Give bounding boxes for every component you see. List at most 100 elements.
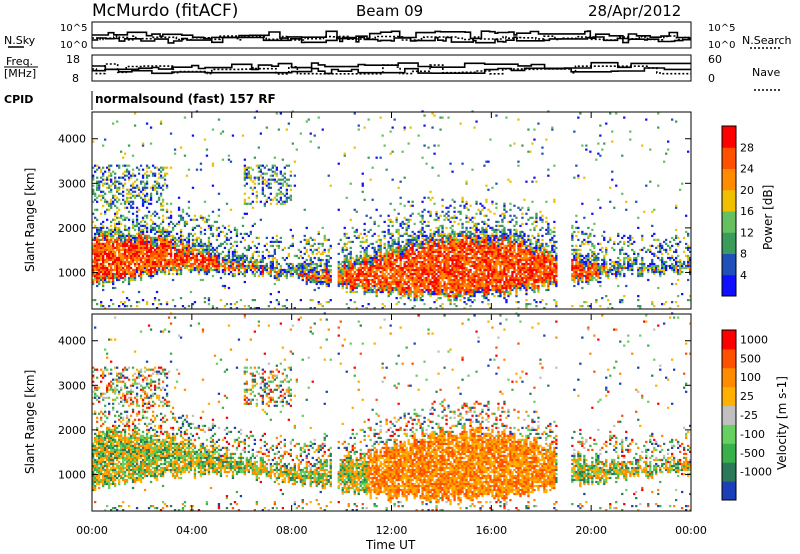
heatmap-cell: [217, 262, 221, 266]
heatmap-cell: [147, 254, 151, 257]
heatmap-cell: [485, 262, 488, 266]
heatmap-cell: [457, 290, 460, 294]
heatmap-cell: [491, 240, 494, 243]
heatmap-cell: [369, 288, 372, 292]
heatmap-cell: [125, 216, 129, 219]
heatmap-cell: [179, 214, 183, 217]
heatmap-cell: [123, 226, 127, 229]
heatmap-cell: [100, 230, 103, 233]
heatmap-cell: [459, 252, 462, 255]
heatmap-cell: [259, 132, 262, 135]
heatmap-cell: [497, 250, 500, 253]
heatmap-cell: [183, 244, 187, 247]
heatmap-cell: [161, 270, 165, 274]
heatmap-cell: [100, 198, 103, 201]
heatmap-cell: [499, 264, 502, 268]
heatmap-cell: [123, 228, 127, 231]
heatmap-cell: [385, 256, 388, 260]
heatmap-cell: [315, 272, 318, 276]
heatmap-cell: [477, 274, 480, 278]
heatmap-cell: [469, 248, 472, 251]
heatmap-cell: [325, 260, 328, 264]
heatmap-cell: [116, 226, 119, 229]
heatmap-cell: [487, 160, 490, 163]
heatmap-cell: [315, 280, 318, 284]
heatmap-cell: [413, 232, 416, 235]
heatmap-cell: [122, 246, 125, 249]
heatmap-cell: [427, 242, 430, 245]
heatmap-cell: [139, 252, 143, 255]
heatmap-cell: [475, 284, 478, 288]
heatmap-cell: [463, 288, 466, 292]
heatmap-cell: [110, 180, 113, 183]
heatmap-cell: [98, 252, 101, 255]
heatmap-cell: [149, 254, 153, 257]
frequency-panel: Freq. [MHz] Nave 18 8 60 0: [4, 53, 780, 91]
heatmap-cell: [411, 240, 414, 243]
heatmap-cell: [305, 278, 308, 282]
heatmap-cell: [387, 276, 390, 280]
heatmap-cell: [120, 192, 123, 195]
heatmap-cell: [299, 272, 302, 276]
heatmap-cell: [419, 280, 422, 284]
heatmap-cell: [247, 305, 250, 308]
heatmap-cell: [118, 256, 121, 260]
heatmap-cell: [467, 234, 470, 237]
heatmap-cell: [453, 234, 456, 237]
heatmap-cell: [449, 288, 452, 292]
heatmap-cell: [375, 288, 378, 292]
heatmap-cell: [437, 282, 440, 286]
heatmap-cell: [393, 274, 396, 278]
heatmap-cell: [491, 244, 494, 247]
heatmap-cell: [447, 295, 450, 298]
heatmap-cell: [465, 246, 468, 249]
heatmap-cell: [349, 258, 352, 262]
heatmap-cell: [317, 270, 320, 274]
heatmap-cell: [373, 278, 376, 282]
heatmap-cell: [489, 242, 492, 245]
heatmap-cell: [313, 266, 316, 270]
heatmap-cell: [435, 244, 438, 247]
heatmap-cell: [453, 200, 456, 203]
heatmap-cell: [219, 264, 223, 268]
heatmap-cell: [429, 262, 432, 266]
heatmap-cell: [129, 174, 133, 177]
heatmap-cell: [379, 286, 382, 290]
heatmap-cell: [211, 264, 215, 268]
heatmap-cell: [147, 246, 151, 249]
heatmap-cell: [355, 284, 358, 288]
heatmap-cell: [359, 268, 362, 272]
heatmap-cell: [163, 166, 167, 169]
heatmap-cell: [459, 295, 462, 298]
heatmap-cell: [106, 276, 109, 280]
heatmap-cell: [307, 268, 310, 272]
heatmap-cell: [413, 268, 416, 272]
heatmap-cell: [447, 278, 450, 282]
heatmap-cell: [135, 220, 139, 223]
heatmap-cell: [299, 266, 302, 270]
heatmap-cell: [114, 272, 117, 276]
heatmap-cell: [477, 268, 480, 272]
heatmap-cell: [417, 274, 420, 278]
heatmap-cell: [363, 232, 366, 235]
heatmap-cell: [102, 234, 105, 237]
heatmap-cell: [383, 246, 386, 249]
heatmap-cell: [337, 266, 340, 270]
heatmap-cell: [295, 268, 298, 272]
heatmap-cell: [237, 256, 241, 260]
heatmap-cell: [419, 214, 422, 217]
heatmap-cell: [209, 266, 213, 270]
heatmap-cell: [235, 256, 239, 260]
heatmap-cell: [217, 214, 221, 217]
heatmap-cell: [397, 212, 400, 215]
heatmap-cell: [243, 166, 246, 169]
heatmap-cell: [100, 301, 103, 304]
heatmap-cell: [419, 262, 422, 266]
heatmap-cell: [239, 270, 243, 274]
heatmap-cell: [409, 254, 412, 257]
heatmap-cell: [155, 262, 159, 266]
heatmap-cell: [359, 270, 362, 274]
heatmap-cell: [169, 240, 173, 243]
heatmap-cell: [347, 268, 350, 272]
heatmap-cell: [457, 246, 460, 249]
